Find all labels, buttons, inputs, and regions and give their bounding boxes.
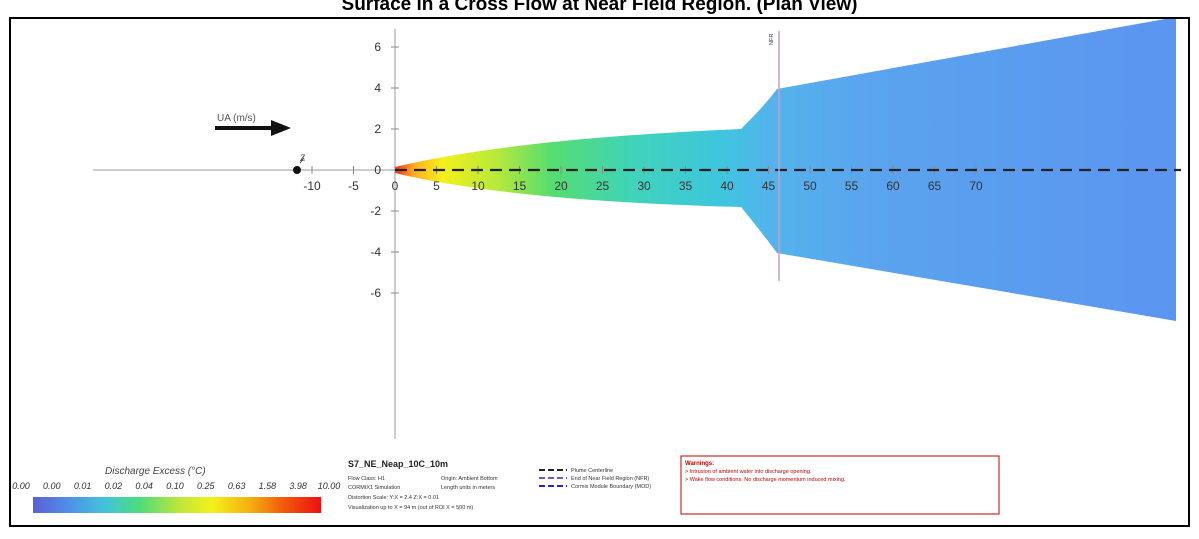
colorbar-value: 0.02 [105, 481, 123, 491]
colorbar-value: 10.00 [318, 481, 341, 491]
colorbar-value: 1.58 [259, 481, 277, 491]
case-footer: Visualization up to X = 94 m (out of ROI… [348, 505, 473, 511]
case-row-1-right: Origin: Ambient Bottom [441, 476, 498, 482]
legend-item-label: End of Near Field Region (NFR) [571, 476, 649, 482]
x-axis-ticks: -10 -5 0 5 10 15 20 25 30 35 40 45 50 55 60 65 70 [303, 166, 983, 193]
case-row-1-left: Flow Class: H1 [348, 476, 385, 482]
warnings-box [680, 455, 1000, 515]
y-tick-label: 2 [374, 122, 381, 136]
x-tick-label: 40 [720, 179, 734, 193]
colorbar-value: 0.01 [74, 481, 92, 491]
plot-frame: 6 4 2 0 -2 -4 -6 -10 -5 0 5 10 15 20 25 30 35 40 45 50 55 60… [9, 17, 1190, 527]
colorbar-value: 0.25 [197, 481, 216, 491]
warning-item-1: > Intrusion of ambient water into discha… [685, 469, 812, 475]
x-tick-label: 20 [554, 179, 568, 193]
colorbar-gradient [33, 497, 321, 513]
warnings-title: Warnings: [685, 461, 714, 467]
nfr-line-label: NFR [769, 34, 775, 45]
x-tick-label: 30 [637, 179, 651, 193]
x-tick-label: 50 [803, 179, 817, 193]
colorbar-value: 0.00 [12, 481, 30, 491]
colorbar-value: 0.00 [43, 481, 61, 491]
z-axis-stub [299, 157, 305, 164]
legend-item-label: Cormix Module Boundary (MOD) [571, 484, 651, 490]
colorbar-value: 0.04 [135, 481, 153, 491]
x-tick-label: 45 [762, 179, 776, 193]
x-tick-label: 5 [433, 179, 440, 193]
y-axis-ticks: 6 4 2 0 -2 -4 -6 [370, 40, 399, 300]
colorbar-title: Discharge Excess (°C) [105, 466, 206, 477]
ambient-velocity-label: UA (m/s) [217, 113, 256, 124]
y-tick-label: -2 [370, 204, 381, 218]
ambient-flow-arrow-icon [271, 120, 291, 136]
x-tick-label: 15 [513, 179, 527, 193]
x-tick-label: 0 [392, 179, 399, 193]
x-tick-label: 35 [679, 179, 693, 193]
y-tick-label: 6 [374, 40, 381, 54]
y-tick-label: 0 [374, 163, 381, 177]
colorbar-value: 0.10 [166, 481, 184, 491]
case-name: S7_NE_Neap_10C_10m [348, 459, 448, 469]
z-axis-label: Z [300, 153, 306, 163]
colorbar-value: 0.63 [228, 481, 246, 491]
x-tick-label: 60 [886, 179, 900, 193]
legend-item-label: Plume Centerline [571, 468, 613, 474]
y-tick-label: -6 [370, 286, 381, 300]
x-tick-label: 10 [471, 179, 485, 193]
x-tick-label: 25 [596, 179, 610, 193]
y-tick-label: -4 [370, 245, 381, 259]
x-tick-label: 70 [969, 179, 983, 193]
x-tick-label: -10 [303, 179, 321, 193]
discharge-origin-marker [293, 166, 301, 174]
line-legend: Plume Centerline End of Near Field Region… [539, 468, 651, 490]
case-row-3-left: Distortion Scale: Y:X = 2.4 Z:X = 0.01 [348, 495, 439, 501]
colorbar-value: 3.98 [289, 481, 307, 491]
warning-item-2: > Wake flow conditions. No discharge mom… [685, 477, 846, 483]
x-tick-label: -5 [348, 179, 359, 193]
colorbar-values: 0.00 0.00 0.01 0.02 0.04 0.10 0.25 0.63 1.58 3.98… [12, 481, 340, 491]
x-tick-label: 55 [845, 179, 859, 193]
page-title: Surface in a Cross Flow at Near Field Re… [341, 0, 858, 15]
case-row-2-right: Length units in meters [441, 485, 495, 491]
case-row-2-left: CORMIX1 Simulation [348, 485, 400, 491]
x-tick-label: 65 [928, 179, 942, 193]
y-tick-label: 4 [374, 81, 381, 95]
